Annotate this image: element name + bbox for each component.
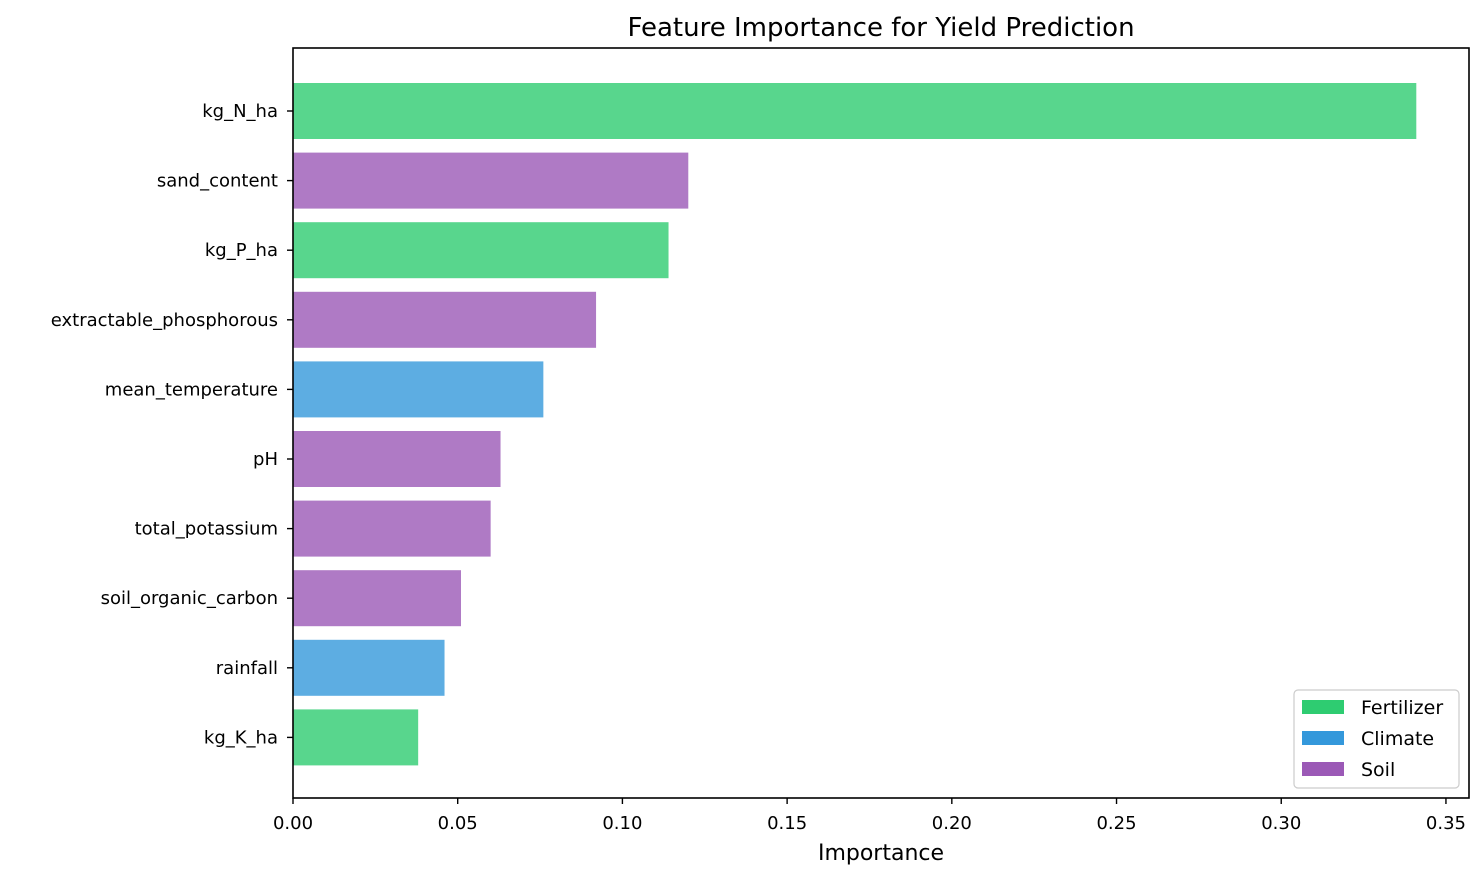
bar-sand-content bbox=[293, 152, 689, 209]
legend-label-fertilizer: Fertilizer bbox=[1361, 697, 1443, 719]
bar-total-potassium bbox=[293, 500, 491, 557]
bar-ph bbox=[293, 431, 501, 487]
bar-kg-k-ha bbox=[293, 709, 419, 766]
bar-soil-organic-carbon bbox=[293, 570, 461, 627]
bar-extractable-phosphorous bbox=[293, 291, 597, 348]
y-tick-label: sand_content bbox=[157, 171, 278, 192]
y-tick-label: kg_K_ha bbox=[204, 727, 278, 748]
legend-swatch-climate bbox=[1302, 731, 1344, 745]
x-tick-label: 0.35 bbox=[1426, 813, 1466, 834]
y-tick-label: total_potassium bbox=[135, 519, 278, 540]
x-tick-label: 0.15 bbox=[767, 813, 807, 834]
bar-kg-p-ha bbox=[293, 222, 669, 279]
legend-label-soil: Soil bbox=[1361, 759, 1395, 781]
legend: Fertilizer Climate Soil bbox=[1293, 689, 1460, 789]
y-axis-ticks: kg_N_ha sand_content kg_P_ha extractable_ph… bbox=[51, 101, 293, 748]
x-tick-label: 0.25 bbox=[1096, 813, 1136, 834]
legend-swatch-soil bbox=[1302, 762, 1344, 776]
y-tick-label: soil_organic_carbon bbox=[101, 588, 278, 609]
x-tick-label: 0.10 bbox=[602, 813, 642, 834]
plot-frame bbox=[292, 47, 1470, 799]
x-tick-label: 0.05 bbox=[438, 813, 478, 834]
bar-mean-temperature bbox=[293, 361, 544, 418]
y-tick-label: pH bbox=[253, 449, 278, 470]
y-tick-label: kg_N_ha bbox=[202, 101, 278, 122]
x-tick-label: 0.20 bbox=[932, 813, 972, 834]
chart-title: Feature Importance for Yield Prediction bbox=[627, 13, 1134, 43]
bar-kg-n-ha bbox=[293, 83, 1417, 139]
y-tick-label: mean_temperature bbox=[105, 379, 278, 400]
x-axis-ticks: 0.00 0.05 0.10 0.15 0.20 0.25 0.30 0.35 bbox=[273, 798, 1466, 834]
y-tick-label: extractable_phosphorous bbox=[51, 310, 278, 331]
bar-rainfall bbox=[293, 639, 445, 696]
legend-label-climate: Climate bbox=[1361, 728, 1434, 750]
x-axis-title: Importance bbox=[818, 841, 944, 866]
x-tick-label: 0.00 bbox=[273, 813, 313, 834]
y-tick-label: kg_P_ha bbox=[205, 240, 278, 261]
legend-swatch-fertilizer bbox=[1302, 700, 1344, 714]
y-tick-label: rainfall bbox=[216, 658, 278, 679]
bars-group bbox=[293, 83, 1417, 766]
x-tick-label: 0.30 bbox=[1261, 813, 1301, 834]
